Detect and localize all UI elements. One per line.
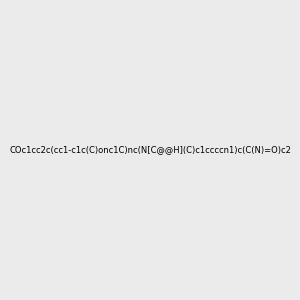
Text: COc1cc2c(cc1-c1c(C)onc1C)nc(N[C@@H](C)c1ccccn1)c(C(N)=O)c2: COc1cc2c(cc1-c1c(C)onc1C)nc(N[C@@H](C)c1… [9, 146, 291, 154]
